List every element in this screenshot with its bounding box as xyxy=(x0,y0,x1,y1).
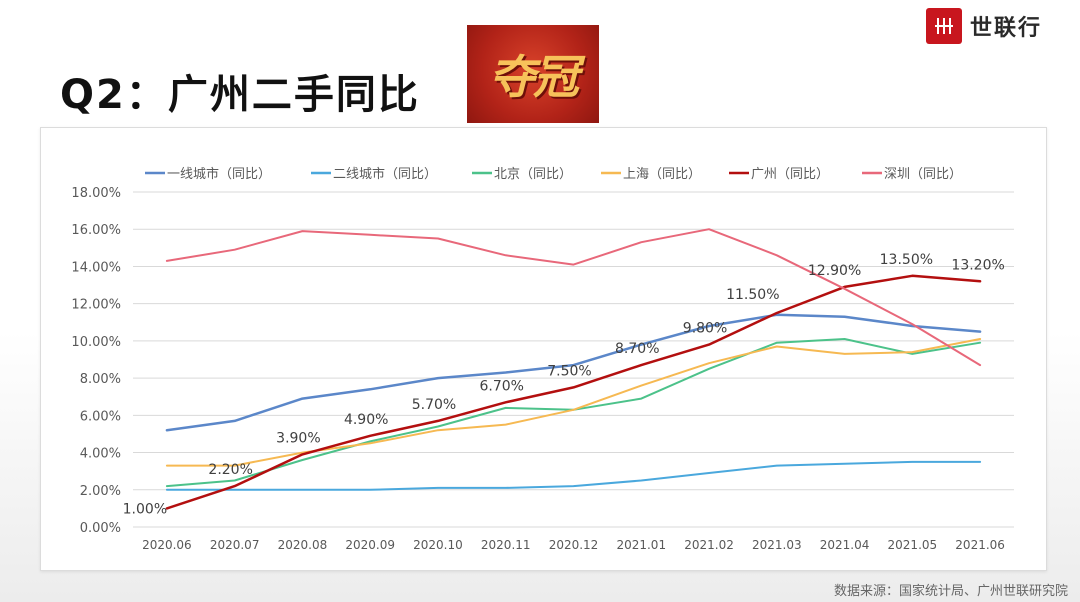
x-tick-label: 2021.03 xyxy=(752,538,802,552)
y-tick-label: 14.00% xyxy=(71,260,121,275)
data-label: 2.20% xyxy=(208,462,252,478)
legend-label: 深圳（同比） xyxy=(884,167,962,182)
logo-mark-icon xyxy=(926,8,962,44)
data-label: 11.50% xyxy=(726,287,779,303)
x-tick-label: 2020.12 xyxy=(549,538,599,552)
legend-label: 上海（同比） xyxy=(623,167,701,182)
x-tick-label: 2021.02 xyxy=(684,538,734,552)
x-tick-label: 2021.01 xyxy=(616,538,666,552)
y-tick-label: 2.00% xyxy=(80,484,121,499)
champion-badge: 夺冠 xyxy=(467,25,599,123)
data-label: 4.90% xyxy=(344,412,388,428)
data-source-note: 数据来源：国家统计局、广州世联研究院 xyxy=(833,584,1068,599)
x-tick-label: 2021.06 xyxy=(955,538,1005,552)
x-tick-label: 2020.09 xyxy=(345,538,395,552)
y-tick-label: 18.00% xyxy=(71,186,121,201)
champion-badge-text: 夺冠 xyxy=(489,50,579,104)
series-line xyxy=(165,274,982,510)
company-logo: 世联行 xyxy=(926,6,1042,46)
data-label: 1.00% xyxy=(123,501,167,517)
y-tick-label: 8.00% xyxy=(80,372,121,387)
chart-panel: 0.00% 2.00% 4.00% 6.00% 8.00% 10.00% 12.00% 14.… xyxy=(40,127,1047,571)
series-line xyxy=(165,338,982,467)
logo-text: 世联行 xyxy=(970,16,1043,41)
data-label: 8.70% xyxy=(615,341,659,357)
series-line xyxy=(165,228,982,367)
legend-label: 广州（同比） xyxy=(751,167,829,182)
legend-label: 一线城市（同比） xyxy=(167,166,271,182)
data-label: 13.50% xyxy=(880,252,933,268)
x-tick-label: 2020.11 xyxy=(481,538,531,552)
y-tick-label: 4.00% xyxy=(80,447,121,462)
x-tick-label: 2020.06 xyxy=(142,538,192,552)
y-tick-label: 6.00% xyxy=(80,409,121,424)
y-tick-label: 16.00% xyxy=(71,223,121,238)
series-line xyxy=(165,460,982,491)
data-label: 9.80% xyxy=(683,321,727,337)
line-chart: 0.00% 2.00% 4.00% 6.00% 8.00% 10.00% 12.00% 14.… xyxy=(71,166,1014,552)
legend-label: 北京（同比） xyxy=(494,167,572,182)
y-tick-label: 12.00% xyxy=(71,298,121,313)
data-label: 7.50% xyxy=(547,363,591,379)
legend-label: 二线城市（同比） xyxy=(333,166,437,182)
data-label: 13.20% xyxy=(951,257,1004,273)
data-label: 5.70% xyxy=(412,397,456,413)
x-tick-label: 2020.07 xyxy=(210,538,260,552)
y-tick-label: 10.00% xyxy=(71,335,121,350)
y-tick-label: 0.00% xyxy=(80,521,121,536)
x-tick-label: 2021.05 xyxy=(888,538,938,552)
x-tick-label: 2020.08 xyxy=(278,538,328,552)
series-line xyxy=(165,313,982,432)
data-label: 3.90% xyxy=(276,430,320,446)
x-tick-label: 2021.04 xyxy=(820,538,870,552)
data-label: 12.90% xyxy=(808,263,861,279)
slide-title: Q2：广州二手同比 xyxy=(60,72,420,118)
data-label: 6.70% xyxy=(479,378,523,394)
x-tick-label: 2020.10 xyxy=(413,538,463,552)
